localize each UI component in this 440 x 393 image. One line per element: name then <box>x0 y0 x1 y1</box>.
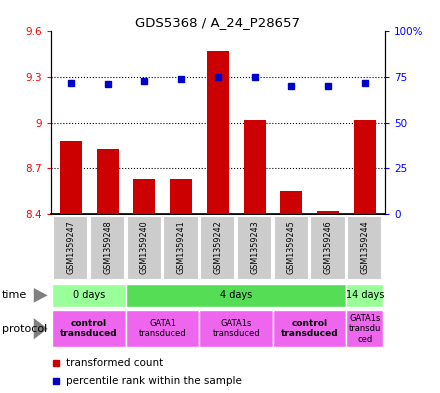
Bar <box>200 215 235 280</box>
Title: GDS5368 / A_24_P28657: GDS5368 / A_24_P28657 <box>136 16 301 29</box>
Text: GSM1359241: GSM1359241 <box>176 221 186 274</box>
Text: transformed count: transformed count <box>66 358 163 367</box>
Bar <box>207 51 229 214</box>
Text: GATA1
transduced: GATA1 transduced <box>139 319 187 338</box>
Bar <box>52 284 126 307</box>
Bar <box>126 284 346 307</box>
Bar <box>274 215 309 280</box>
Bar <box>52 310 126 347</box>
Bar <box>163 215 199 280</box>
Bar <box>90 215 125 280</box>
Bar <box>346 284 383 307</box>
Text: protocol: protocol <box>2 324 48 334</box>
Polygon shape <box>34 318 48 339</box>
Polygon shape <box>34 288 48 303</box>
Text: GSM1359245: GSM1359245 <box>287 221 296 274</box>
Bar <box>53 215 88 280</box>
Text: GSM1359243: GSM1359243 <box>250 221 259 274</box>
Bar <box>170 179 192 214</box>
Text: time: time <box>2 290 27 300</box>
Text: GSM1359242: GSM1359242 <box>213 221 222 274</box>
Text: control
transduced: control transduced <box>60 319 118 338</box>
Bar <box>60 141 82 214</box>
Bar <box>199 310 273 347</box>
Bar <box>347 215 382 280</box>
Text: GATA1s
transdu
ced: GATA1s transdu ced <box>348 314 381 343</box>
Bar <box>346 310 383 347</box>
Bar <box>243 120 266 214</box>
Text: GSM1359247: GSM1359247 <box>66 221 75 274</box>
Text: GSM1359246: GSM1359246 <box>323 221 333 274</box>
Bar <box>280 191 302 214</box>
Text: 14 days: 14 days <box>345 290 384 300</box>
Bar <box>133 179 155 214</box>
Bar <box>310 215 346 280</box>
Text: percentile rank within the sample: percentile rank within the sample <box>66 376 242 386</box>
Text: GSM1359248: GSM1359248 <box>103 221 112 274</box>
Text: GATA1s
transduced: GATA1s transduced <box>213 319 260 338</box>
Text: control
transduced: control transduced <box>281 319 338 338</box>
Bar <box>126 310 199 347</box>
Bar <box>273 310 346 347</box>
Text: 4 days: 4 days <box>220 290 252 300</box>
Bar <box>127 215 162 280</box>
Bar <box>354 120 376 214</box>
Text: GSM1359244: GSM1359244 <box>360 221 369 274</box>
Bar <box>317 211 339 214</box>
Text: 0 days: 0 days <box>73 290 105 300</box>
Bar <box>96 149 119 214</box>
Bar <box>237 215 272 280</box>
Text: GSM1359240: GSM1359240 <box>140 221 149 274</box>
